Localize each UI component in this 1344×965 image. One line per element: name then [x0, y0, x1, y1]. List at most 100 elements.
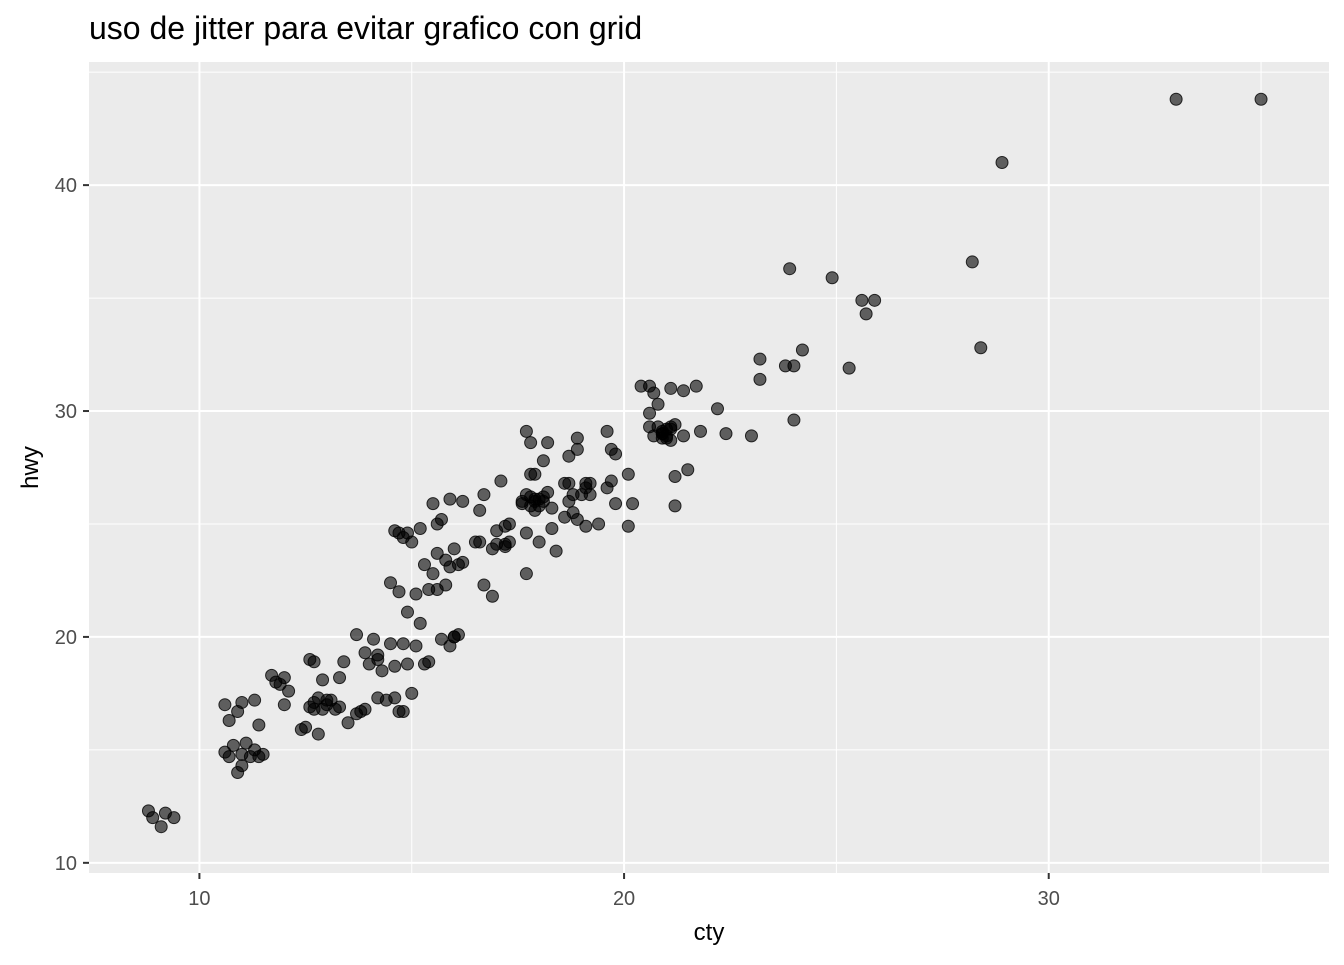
data-point — [375, 664, 389, 678]
data-point — [477, 578, 491, 592]
data-point — [570, 431, 584, 445]
data-point — [795, 343, 809, 357]
data-point — [787, 413, 801, 427]
data-point — [447, 542, 461, 556]
data-point — [477, 488, 491, 502]
data-point — [536, 454, 550, 468]
chart-title: uso de jitter para evitar grafico con gr… — [89, 10, 643, 46]
data-point — [341, 716, 355, 730]
data-point — [787, 359, 801, 373]
data-point — [753, 372, 767, 386]
data-point — [320, 698, 334, 712]
data-point — [842, 361, 856, 375]
data-point — [485, 589, 499, 603]
data-point — [350, 628, 364, 642]
data-point — [451, 558, 465, 572]
data-point — [664, 420, 678, 434]
data-point — [417, 558, 431, 572]
data-point — [694, 424, 708, 438]
x-tick-label: 10 — [188, 888, 210, 910]
data-point — [392, 526, 406, 540]
data-point — [447, 630, 461, 644]
data-point — [519, 526, 533, 540]
data-point — [668, 499, 682, 513]
data-point — [974, 341, 988, 355]
data-point — [744, 429, 758, 443]
y-tick-label: 10 — [55, 853, 77, 875]
x-tick-label: 20 — [613, 888, 635, 910]
x-axis-title: cty — [694, 919, 725, 946]
data-point — [154, 820, 168, 834]
data-point — [413, 616, 427, 630]
data-point — [677, 429, 691, 443]
y-tick-label: 20 — [55, 627, 77, 649]
data-point — [405, 686, 419, 700]
data-point — [426, 497, 440, 511]
data-point — [473, 503, 487, 517]
data-point — [668, 470, 682, 484]
data-point — [367, 632, 381, 646]
data-point — [231, 765, 245, 779]
data-point — [392, 585, 406, 599]
data-point — [307, 655, 321, 669]
data-point — [519, 567, 533, 581]
data-point — [494, 474, 508, 488]
data-point — [430, 546, 444, 560]
data-point — [524, 436, 538, 450]
data-point — [592, 517, 606, 531]
data-point — [541, 485, 555, 499]
data-point — [239, 736, 253, 750]
data-point — [358, 646, 372, 660]
data-point — [681, 463, 695, 477]
data-point — [651, 397, 665, 411]
data-point — [558, 476, 572, 490]
data-point — [647, 386, 661, 400]
data-point — [396, 637, 410, 651]
data-point — [146, 811, 160, 825]
data-point — [528, 503, 542, 517]
data-point — [519, 488, 533, 502]
data-point — [282, 684, 296, 698]
data-point — [532, 535, 546, 549]
y-tick-label: 30 — [55, 401, 77, 423]
data-point — [570, 442, 584, 456]
data-point — [252, 718, 266, 732]
data-point — [689, 379, 703, 393]
data-point — [400, 605, 414, 619]
data-point — [473, 535, 487, 549]
data-point — [358, 702, 372, 716]
data-point — [1169, 92, 1183, 106]
data-point — [388, 659, 402, 673]
data-point — [583, 476, 597, 490]
data-point — [855, 293, 869, 307]
data-point — [409, 639, 423, 653]
data-point — [456, 494, 470, 508]
data-point — [434, 632, 448, 646]
data-point — [643, 420, 657, 434]
data-point — [371, 653, 385, 667]
data-point — [430, 517, 444, 531]
data-point — [400, 657, 414, 671]
data-point — [1254, 92, 1268, 106]
data-point — [664, 381, 678, 395]
data-point — [655, 427, 669, 441]
data-point — [299, 720, 313, 734]
data-point — [549, 544, 563, 558]
data-point — [498, 537, 512, 551]
data-point — [409, 587, 423, 601]
data-point — [859, 307, 873, 321]
data-point — [545, 501, 559, 515]
data-point — [545, 521, 559, 535]
data-point — [316, 673, 330, 687]
data-point — [566, 488, 580, 502]
data-point — [426, 567, 440, 581]
data-point — [524, 467, 538, 481]
data-point — [643, 406, 657, 420]
data-point — [604, 474, 618, 488]
data-point — [277, 698, 291, 712]
data-point — [413, 521, 427, 535]
data-point — [269, 675, 283, 689]
data-point — [490, 524, 504, 538]
minor-gridlines — [89, 62, 1329, 873]
data-point — [570, 512, 584, 526]
